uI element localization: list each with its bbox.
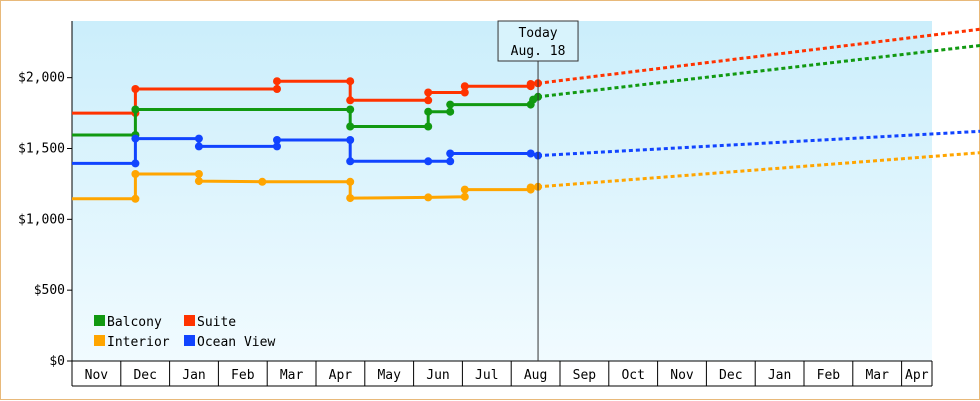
- data-point-ocean-view: [446, 157, 455, 166]
- data-point-ocean-view: [273, 142, 281, 151]
- month-label: Dec: [133, 368, 156, 383]
- month-label: Apr: [905, 368, 929, 383]
- data-point-ocean-view: [424, 157, 433, 166]
- data-point-balcony: [424, 122, 433, 131]
- month-label: Apr: [329, 368, 353, 383]
- data-point-balcony: [346, 122, 355, 131]
- data-point-interior: [460, 192, 469, 201]
- data-point-ocean-view: [446, 149, 455, 158]
- data-point-balcony: [131, 105, 140, 114]
- month-label: Jun: [426, 368, 449, 383]
- series-balcony: [72, 43, 980, 139]
- month-label: Mar: [865, 368, 889, 383]
- legend-label-interior: Interior: [107, 335, 170, 350]
- data-point-ocean-view: [346, 157, 355, 166]
- legend-label-ocean-view: Ocean View: [197, 335, 275, 350]
- legend-label-suite: Suite: [197, 315, 236, 330]
- data-point-interior: [346, 194, 355, 203]
- legend: Balcony Suite Interior Ocean View: [94, 315, 275, 350]
- today-date: Aug. 18: [511, 44, 566, 59]
- data-point-suite: [424, 88, 433, 97]
- month-label: Jan: [182, 368, 205, 383]
- data-point-interior: [131, 170, 140, 178]
- data-point-ocean-view: [346, 136, 355, 144]
- data-point-ocean-view: [194, 142, 203, 151]
- y-axis-ticks: $0 $500 $1,000 $1,500 $2,000: [18, 71, 72, 369]
- data-point-ocean-view: [131, 159, 140, 168]
- month-label: May: [377, 368, 401, 383]
- series-projection-balcony: [537, 43, 980, 99]
- data-point-ocean-view: [273, 136, 281, 144]
- month-label: Aug: [524, 368, 547, 383]
- month-label: Oct: [621, 368, 644, 383]
- y-tick-label: $500: [34, 283, 65, 298]
- data-point-suite: [424, 96, 433, 105]
- month-label: Nov: [670, 368, 694, 383]
- legend-swatch-ocean-view: [184, 335, 195, 346]
- y-tick-label: $2,000: [18, 71, 65, 86]
- data-point-balcony: [446, 100, 455, 109]
- today-marker: Today Aug. 18: [497, 20, 579, 361]
- series-line-suite: [72, 79, 539, 115]
- legend-swatch-suite: [184, 315, 195, 326]
- month-label: Sep: [573, 368, 597, 383]
- month-label: Nov: [85, 368, 109, 383]
- data-point-balcony: [424, 107, 433, 116]
- today-label: Today: [518, 26, 557, 41]
- legend-label-balcony: Balcony: [107, 315, 162, 330]
- x-axis-months: Nov Dec Jan Feb Mar Apr May Jun Jul Aug Sep Oct Nov D…: [71, 361, 933, 387]
- month-label: Feb: [817, 368, 841, 383]
- y-tick-label: $1,000: [18, 212, 65, 227]
- data-point-ocean-view: [526, 149, 535, 158]
- legend-swatch-interior: [94, 335, 105, 346]
- series-suite: [72, 27, 980, 118]
- data-point-balcony: [346, 105, 355, 114]
- series-layer: [72, 27, 980, 203]
- y-tick-label: $0: [49, 354, 65, 369]
- series-line-interior: [72, 172, 539, 201]
- data-point-interior: [131, 194, 140, 203]
- series-projection-ocean-view: [537, 129, 980, 158]
- data-point-suite: [460, 82, 469, 91]
- month-label: Jan: [768, 368, 791, 383]
- data-point-suite: [273, 77, 281, 86]
- data-point-interior: [424, 193, 433, 202]
- today-box: [497, 20, 579, 62]
- legend-swatch-balcony: [94, 315, 105, 326]
- data-point-suite: [273, 85, 281, 93]
- series-interior: [72, 151, 980, 203]
- data-point-ocean-view: [131, 134, 140, 143]
- data-point-suite: [460, 88, 469, 97]
- series-projection-interior: [537, 151, 980, 189]
- data-point-ocean-view: [194, 134, 203, 143]
- month-label: Feb: [231, 368, 255, 383]
- month-label: Dec: [719, 368, 742, 383]
- month-label: Jul: [475, 368, 498, 383]
- data-point-balcony: [446, 107, 455, 116]
- month-label: Mar: [280, 368, 304, 383]
- data-point-suite: [346, 77, 355, 86]
- series-projection-suite: [537, 27, 980, 85]
- data-point-interior: [258, 177, 267, 186]
- data-point-suite: [526, 80, 535, 88]
- data-point-suite: [346, 96, 355, 105]
- data-point-interior: [194, 170, 203, 178]
- data-point-interior: [194, 177, 203, 186]
- data-point-suite: [131, 85, 140, 93]
- data-point-interior: [460, 185, 469, 194]
- y-tick-label: $1,500: [18, 142, 65, 157]
- data-point-interior: [526, 183, 535, 192]
- data-point-interior: [346, 177, 355, 186]
